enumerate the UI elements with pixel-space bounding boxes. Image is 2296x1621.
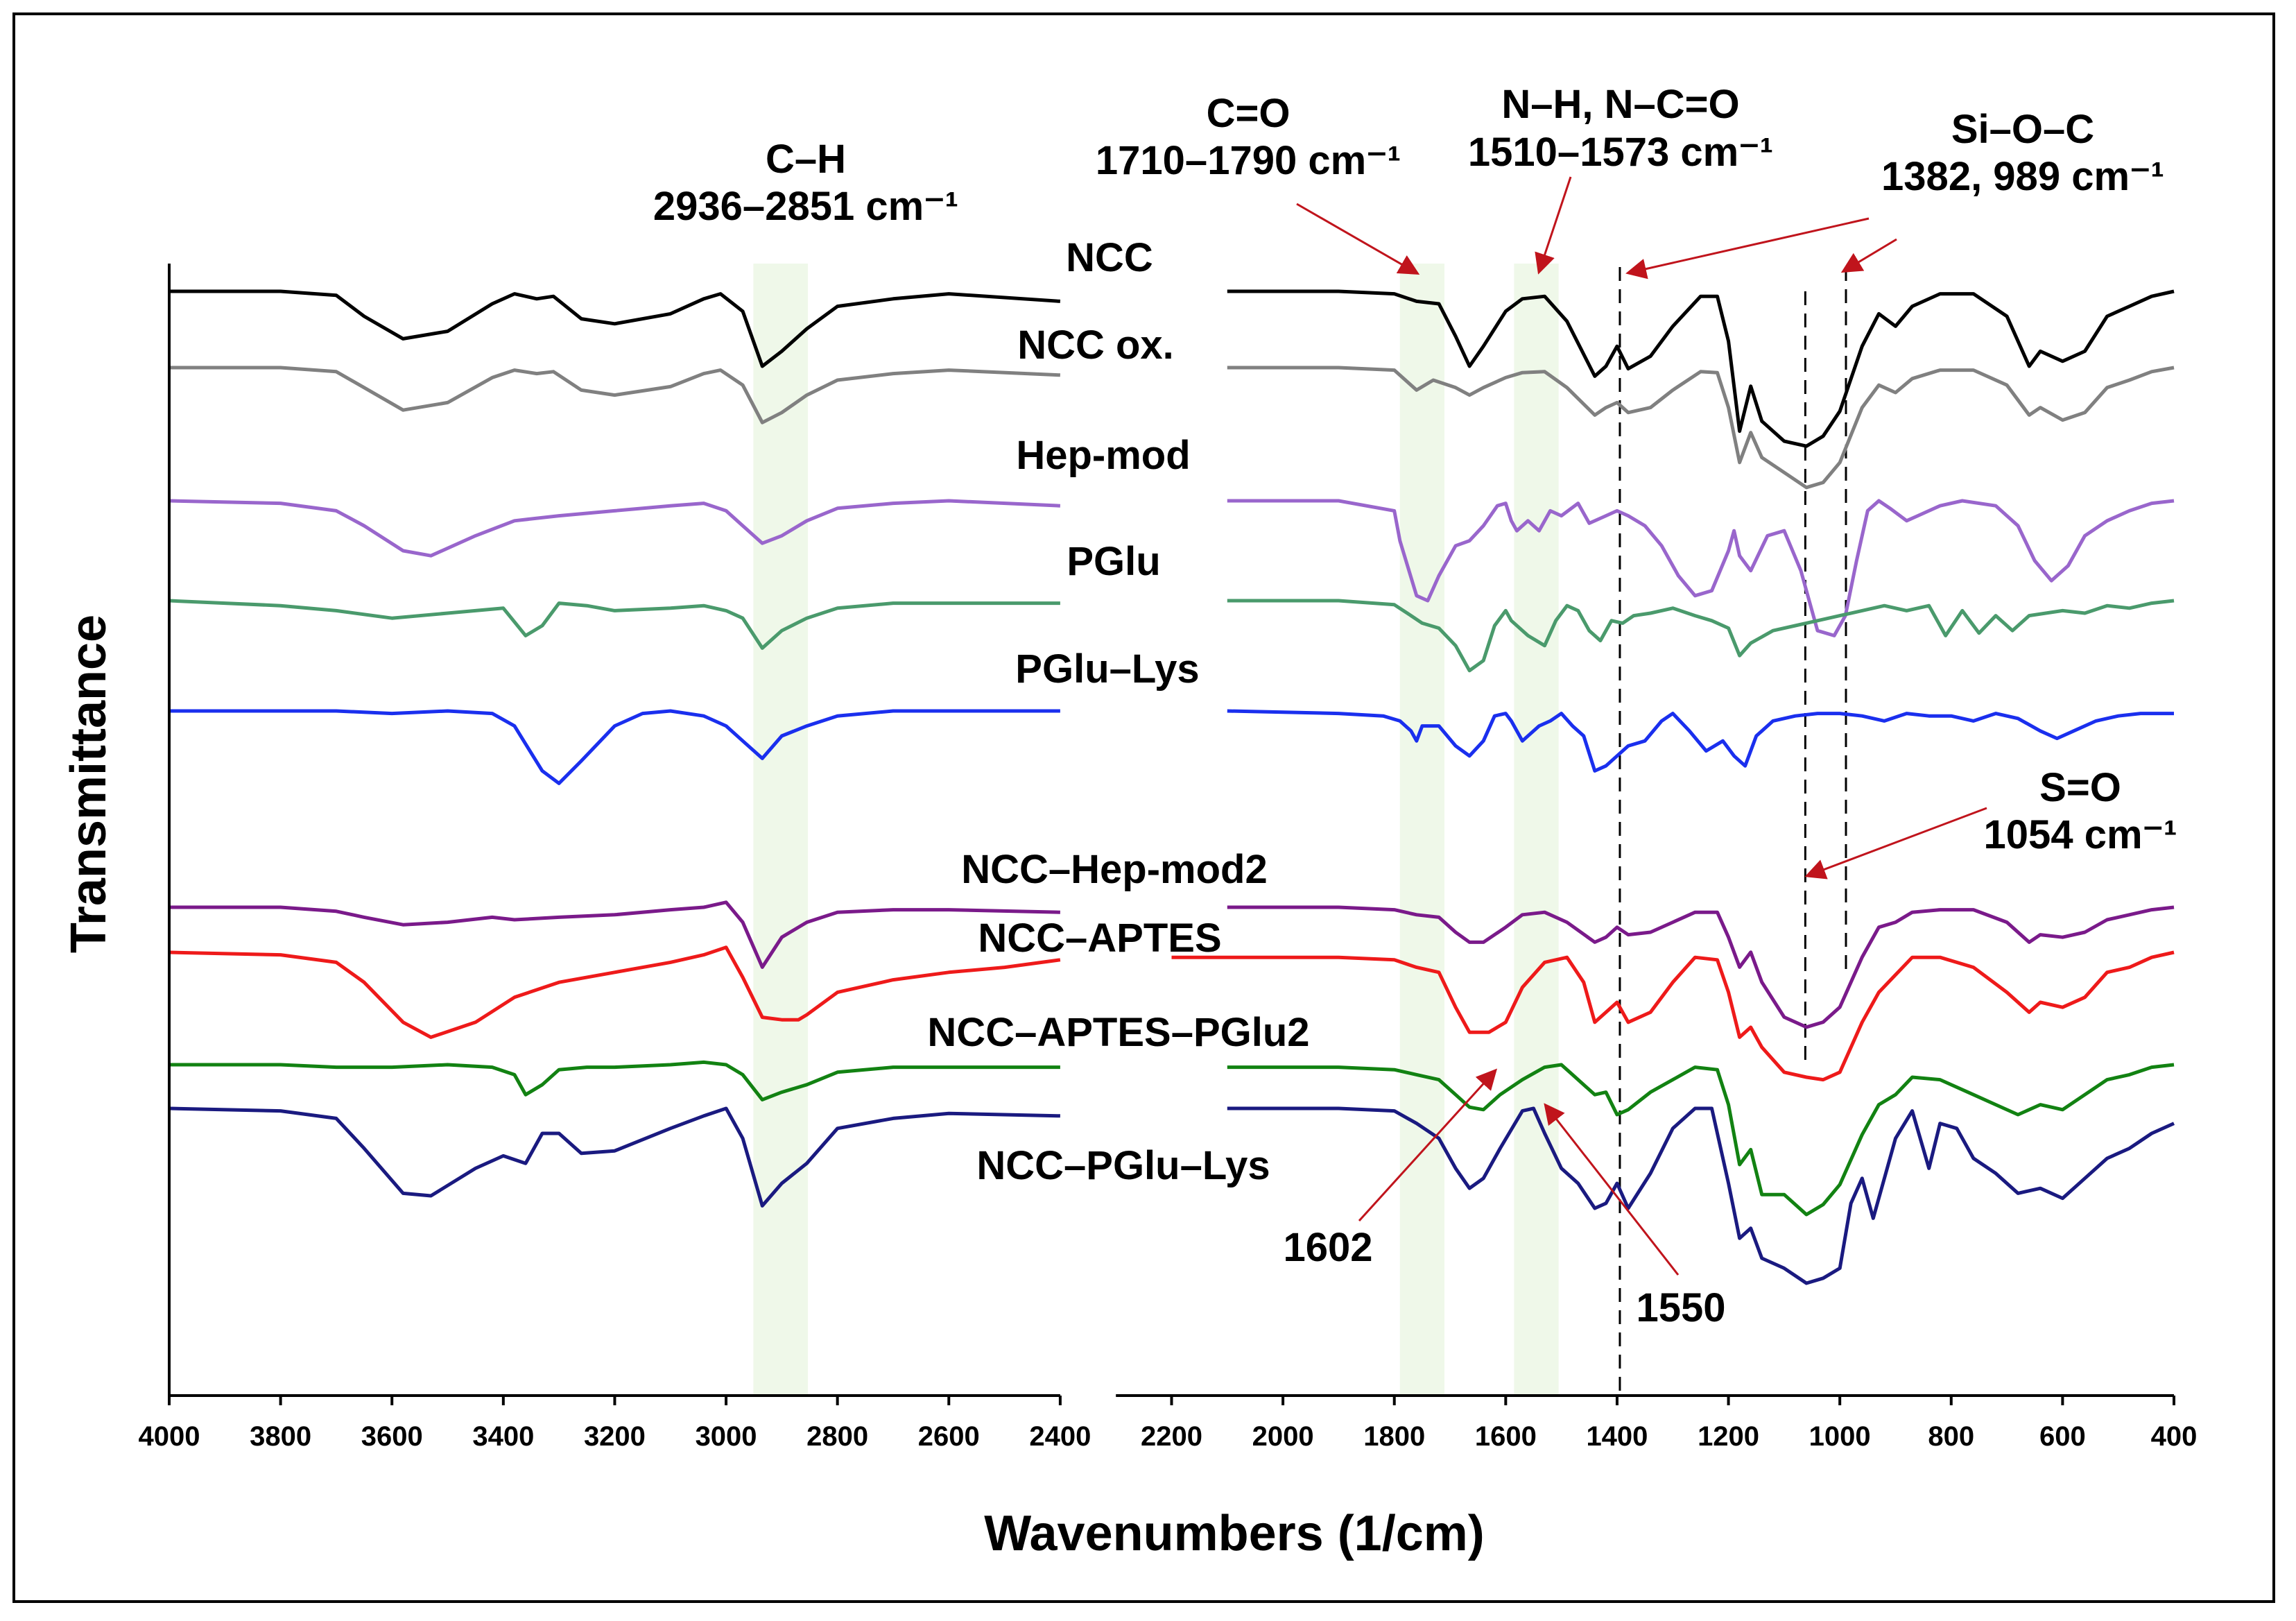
- series-label-ncc-pglu-lys: NCC–PGlu–Lys: [976, 1143, 1270, 1188]
- series-line-2-left: [169, 499, 1061, 558]
- x-tick-label: 3200: [584, 1421, 646, 1452]
- series-line-7-left: [169, 1060, 1060, 1101]
- x-tick-label: 1000: [1809, 1421, 1871, 1452]
- x-tick-label: 1200: [1698, 1421, 1759, 1452]
- x-tick-label: 1600: [1475, 1421, 1537, 1452]
- nh-band-highlight: [1514, 264, 1559, 1396]
- series-line-1-left: [169, 366, 1061, 424]
- series-line-2-right: [1227, 499, 2175, 637]
- x-axis-title: Wavenumbers (1/cm): [984, 1506, 1485, 1561]
- figure-frame: [12, 12, 2275, 1603]
- arrow-1602: [1358, 1068, 1498, 1222]
- y-axis-title: Transmittance: [61, 615, 116, 953]
- co-arrow: [1296, 203, 1420, 275]
- series-line-0-right: [1227, 289, 2175, 448]
- x-tick-label: 400: [2151, 1421, 2198, 1452]
- annotation-ch-title: C–H: [766, 137, 846, 182]
- x-tick-label: 800: [1928, 1421, 1974, 1452]
- x-tick-label: 1800: [1363, 1421, 1425, 1452]
- series-line-5-left: [169, 900, 1060, 969]
- x-tick-label: 600: [2039, 1421, 2086, 1452]
- series-line-6-left: [169, 945, 1061, 1039]
- x-tick-label: 3600: [361, 1421, 423, 1452]
- series-label-ncc-aptes: NCC–APTES: [978, 916, 1221, 961]
- x-tick-label: 2600: [918, 1421, 980, 1452]
- annotation-nh-title: N–H, N–C=O: [1501, 82, 1739, 127]
- x-tick-label: 1400: [1586, 1421, 1648, 1452]
- sioc-1382-arrow: [1625, 217, 1870, 280]
- series-line-4-left: [169, 709, 1060, 785]
- x-tick-label: 2400: [1029, 1421, 1091, 1452]
- series-label-ncc-hep-mod2: NCC–Hep-mod2: [961, 847, 1268, 892]
- x-axis-ticks: 4000 3800 3600 3400 3200 3000 2800 2600 2400 2200…: [139, 1396, 2198, 1452]
- annotation-1602: 1602: [1283, 1225, 1372, 1270]
- annotation-co-title: C=O: [1207, 91, 1291, 136]
- series-line-1-right: [1227, 366, 2175, 490]
- x-tick-label: 2000: [1252, 1421, 1314, 1452]
- annotation-sioc-range: 1382, 989 cm⁻¹: [1881, 154, 2164, 199]
- x-tick-label: 2800: [806, 1421, 868, 1452]
- annotation-ch-range: 2936–2851 cm⁻¹: [653, 184, 958, 229]
- x-tick-label: 2200: [1141, 1421, 1202, 1452]
- series-line-0-left: [169, 289, 1061, 368]
- x-tick-label: 3800: [250, 1421, 311, 1452]
- annotation-so-title: S=O: [2039, 765, 2121, 810]
- series-line-4-right: [1227, 709, 2174, 773]
- annotation-nh-range: 1510–1573 cm⁻¹: [1468, 130, 1773, 175]
- series-line-3-left: [169, 599, 1060, 650]
- annotation-co-range: 1710–1790 cm⁻¹: [1096, 138, 1401, 183]
- series-label-pglu-lys: PGlu–Lys: [1015, 646, 1199, 692]
- series-line-5-right: [1227, 905, 2175, 1029]
- series-line-7-right: [1227, 1063, 2175, 1217]
- co-band-highlight: [1399, 264, 1444, 1396]
- series-label-ncc: NCC: [1066, 235, 1153, 280]
- annotation-1550: 1550: [1636, 1285, 1725, 1330]
- ch-band-highlight: [753, 264, 809, 1396]
- series-line-3-right: [1227, 599, 2175, 673]
- series-line-6-right: [1171, 950, 2175, 1082]
- annotation-sioc-title: Si–O–C: [1951, 107, 2094, 152]
- series-label-hep-mod: Hep-mod: [1016, 433, 1190, 478]
- series-label-ncc-ox: NCC ox.: [1017, 323, 1174, 368]
- series-line-8-right: [1227, 1106, 2175, 1285]
- series-line-8-left: [169, 1106, 1060, 1208]
- x-tick-label: 3000: [696, 1421, 757, 1452]
- arrow-1550: [1544, 1103, 1680, 1276]
- series-label-ncc-aptes-pglu2: NCC–APTES–PGlu2: [927, 1010, 1309, 1055]
- annotation-so-range: 1054 cm⁻¹: [1984, 812, 2177, 857]
- sioc-989-arrow: [1840, 238, 1897, 273]
- nh-arrow: [1535, 176, 1572, 275]
- x-tick-label: 3400: [472, 1421, 534, 1452]
- series-label-pglu: PGlu: [1067, 539, 1160, 584]
- x-tick-label: 4000: [139, 1421, 200, 1452]
- spectra-layer: [169, 289, 2175, 1285]
- so-arrow: [1804, 807, 1987, 880]
